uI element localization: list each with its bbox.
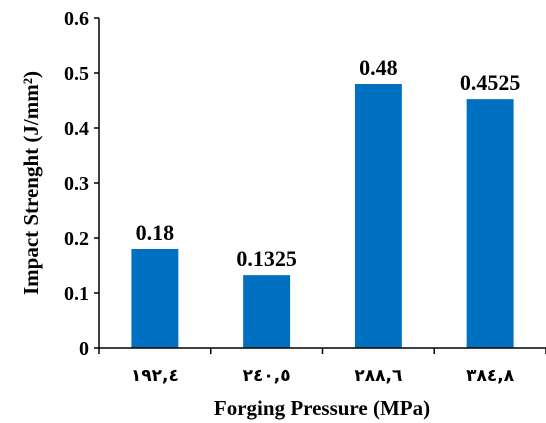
data-labels-group: 0.18 0.1325 0.48 0.4525 <box>136 55 521 271</box>
bar <box>354 84 402 348</box>
y-tick-label: 0.5 <box>64 63 89 85</box>
y-tick-label: 0.2 <box>64 228 89 250</box>
y-tick-label: 0.3 <box>64 173 89 195</box>
y-tick-label: 0.6 <box>64 8 89 30</box>
bars-group <box>131 84 514 348</box>
bar <box>131 249 179 348</box>
y-axis-title: Impact Strenght (J/mm²) <box>19 71 43 295</box>
y-tick-label: 0.1 <box>64 283 89 305</box>
data-label: 0.1325 <box>236 246 297 271</box>
x-tick-label: ٢٤٠,٥ <box>243 366 291 386</box>
y-tick-label: 0 <box>79 338 89 360</box>
y-ticks-group: 0 0.1 0.2 0.3 0.4 0.5 0.6 <box>64 8 99 360</box>
data-label: 0.4525 <box>460 70 521 95</box>
y-tick-label: 0.4 <box>64 118 89 140</box>
x-ticks-group: ١٩٢,٤ ٢٤٠,٥ ٢٨٨,٦ ٣٨٤,٨ <box>98 348 546 386</box>
x-tick-label: ٢٨٨,٦ <box>354 366 402 386</box>
x-axis-title: Forging Pressure (MPa) <box>214 396 430 420</box>
bar <box>466 99 514 348</box>
data-label: 0.48 <box>359 55 398 80</box>
x-tick-label: ٣٨٤,٨ <box>466 366 515 386</box>
bar <box>243 275 291 348</box>
x-tick-label: ١٩٢,٤ <box>131 366 179 386</box>
data-label: 0.18 <box>136 220 175 245</box>
